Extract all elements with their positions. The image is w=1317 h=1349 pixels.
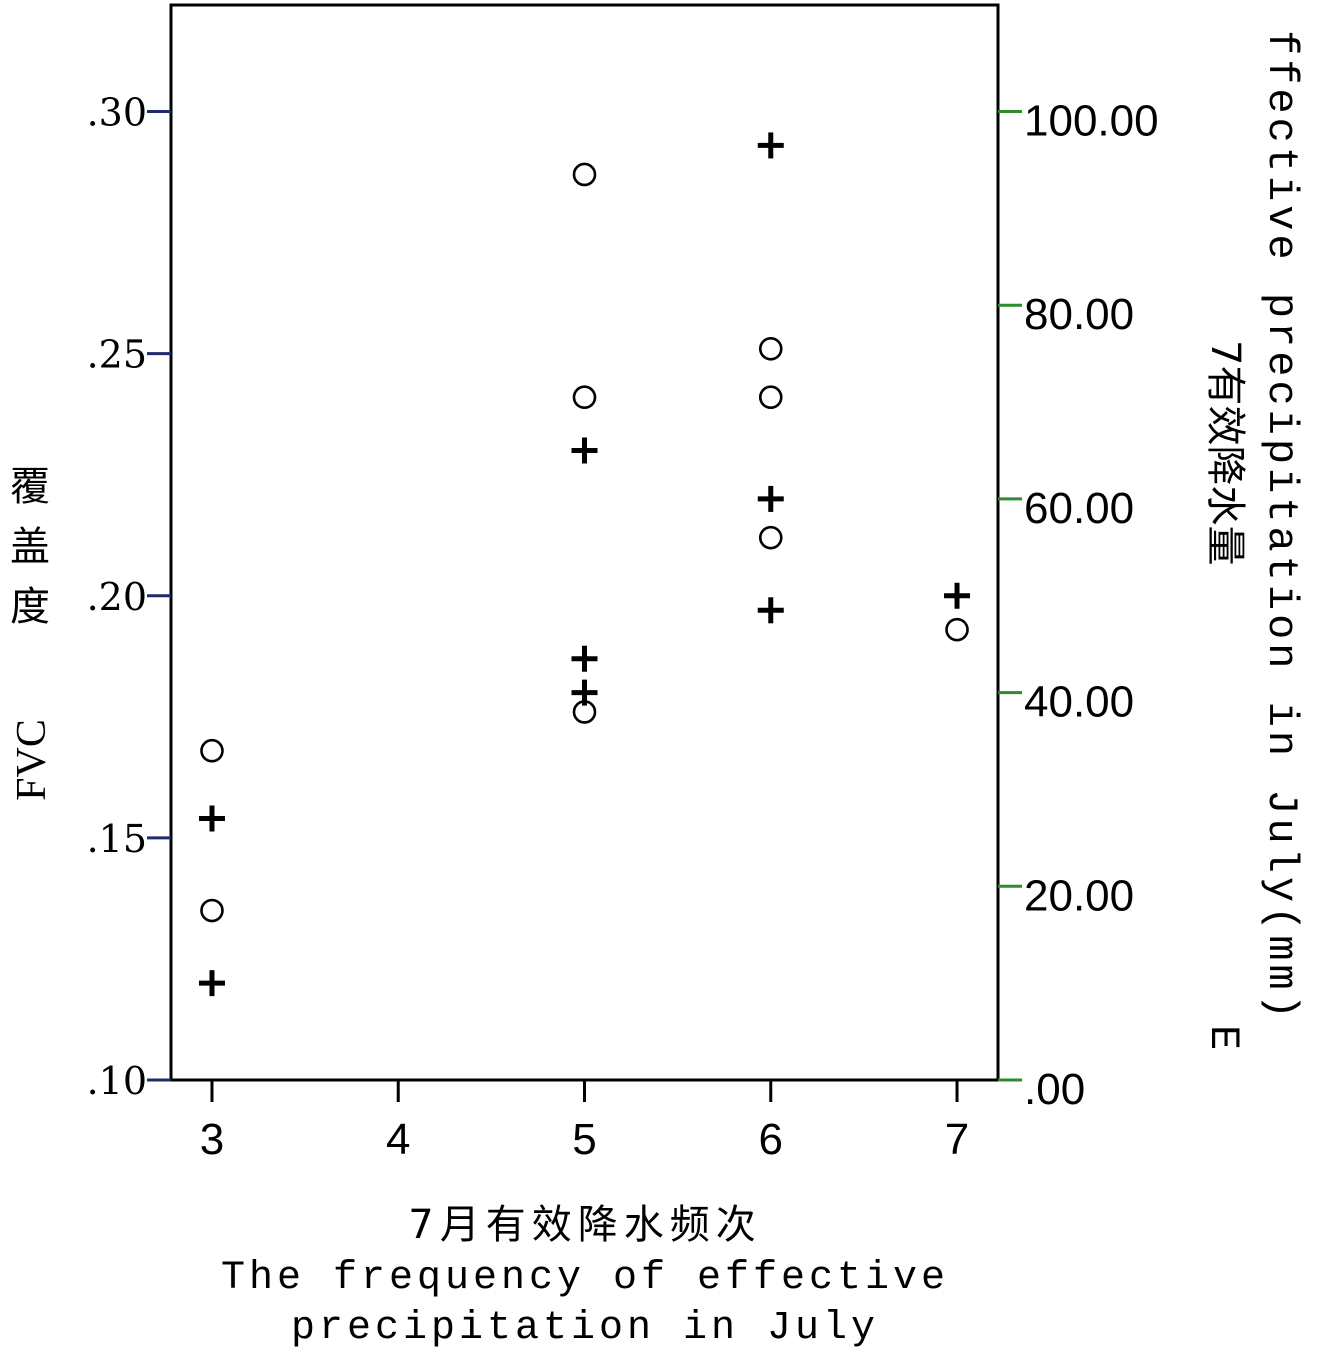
left-axis-title-en: FVC [9, 719, 55, 801]
plus-point [944, 582, 971, 609]
right-axis-title-e: E [1199, 1025, 1247, 1054]
right-axis-title: ffective precipitation in July(mm) 7有效降水… [1199, 30, 1305, 1054]
x-tick-label: 6 [759, 1115, 783, 1164]
circle-point [945, 617, 969, 642]
x-tick-label: 7 [945, 1115, 969, 1164]
plus-point [198, 805, 225, 832]
x-axis-title-en-line1: The frequency of effective [221, 1256, 949, 1301]
circle-point [200, 738, 224, 763]
right-tick-label: 80.00 [1024, 290, 1134, 339]
plus-point [571, 437, 598, 464]
circle-point [758, 525, 783, 550]
right-tick-label: 40.00 [1024, 678, 1134, 727]
data-marks [198, 132, 971, 997]
x-axis-title: 7月有效降水频次 The frequency of effective prec… [221, 1202, 949, 1349]
right-tick-label: 100.00 [1024, 97, 1159, 146]
left-tick-label: .30 [87, 91, 147, 135]
plus-point [198, 970, 225, 997]
left-axis-title-cn-1: 覆 [10, 464, 50, 510]
right-tick-label: 60.00 [1024, 484, 1134, 533]
x-tick-label: 3 [200, 1115, 224, 1164]
plus-point [757, 132, 784, 159]
left-axis-title-cn-3: 度 [10, 584, 50, 630]
right-tick-label: .00 [1024, 1065, 1085, 1114]
circle-point [200, 898, 224, 923]
plus-point [571, 679, 598, 706]
plot-frame [169, 3, 1000, 1082]
circle-point [572, 385, 597, 410]
plus-point [571, 645, 598, 672]
plus-point [757, 485, 784, 512]
left-axis-title-cn-2: 盖 [10, 524, 50, 570]
left-axis-title: 覆 盖 度 FVC [9, 464, 55, 801]
right-axis-ticks: .00 20.00 40.00 60.00 80.00 100.00 [998, 97, 1159, 1114]
x-axis-ticks: 3 4 5 6 7 [200, 1080, 969, 1164]
left-tick-label: .15 [87, 817, 147, 861]
right-tick-label: 20.00 [1024, 871, 1134, 920]
x-tick-label: 5 [572, 1115, 596, 1164]
right-axis-title-cn: 7有效降水量 [1202, 340, 1248, 565]
x-axis-title-en-line2: precipitation in July [291, 1306, 879, 1349]
x-axis-title-cn: 7月有效降水频次 [408, 1202, 761, 1248]
plus-point [757, 597, 784, 624]
x-tick-label: 4 [386, 1115, 410, 1164]
left-tick-label: .20 [87, 575, 147, 619]
right-axis-title-en: ffective precipitation in July(mm) [1257, 30, 1305, 1023]
left-tick-label: .25 [87, 333, 147, 377]
left-tick-label: .10 [87, 1059, 147, 1103]
circle-point [758, 337, 783, 361]
left-axis-ticks: .10 .15 .20 .25 .30 [87, 91, 171, 1103]
circle-point [758, 385, 783, 410]
circle-point [572, 162, 597, 187]
